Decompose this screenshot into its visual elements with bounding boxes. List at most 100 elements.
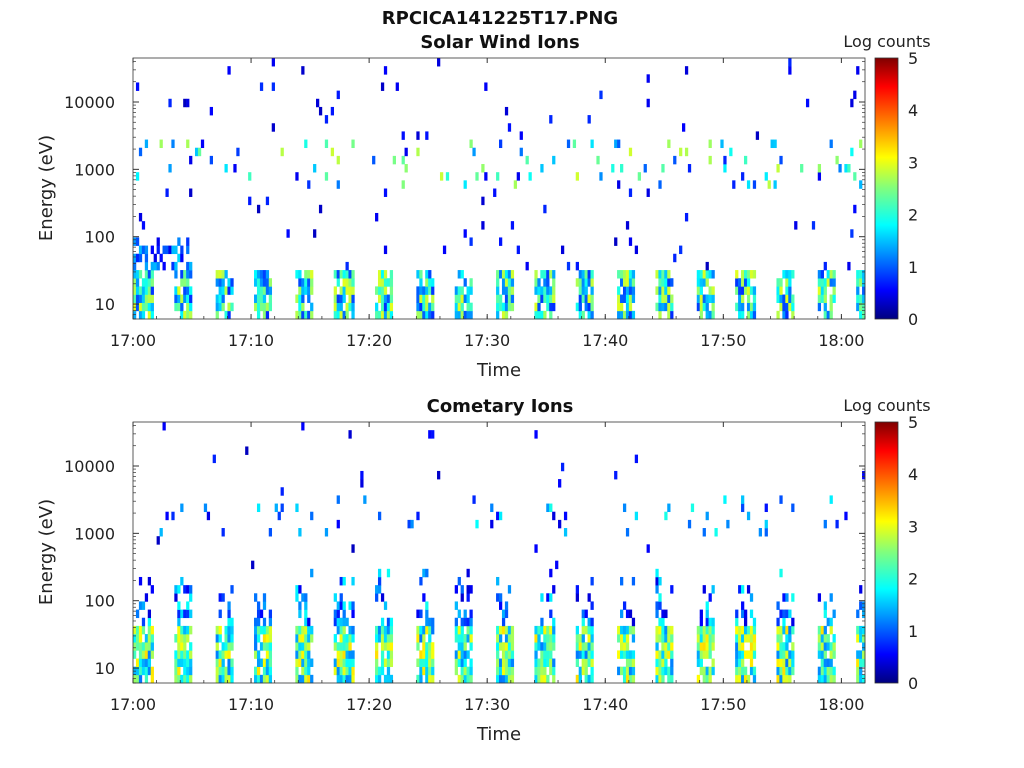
heatmap-cell xyxy=(552,666,556,676)
heatmap-cell xyxy=(670,278,674,287)
heatmap-cell xyxy=(463,634,467,643)
heatmap-cell xyxy=(469,625,473,635)
heatmap-cell xyxy=(537,674,541,684)
heatmap-cell xyxy=(138,212,143,222)
heatmap-cell xyxy=(735,609,739,619)
heatmap-cell xyxy=(348,666,352,676)
heatmap-cell xyxy=(135,253,140,263)
heatmap-cell xyxy=(372,155,376,165)
heatmap-cell xyxy=(711,302,715,312)
heatmap-cell xyxy=(138,658,143,667)
heatmap-cell xyxy=(829,642,833,651)
heatmap-cell xyxy=(348,601,352,610)
heatmap-cell xyxy=(743,634,748,643)
heatmap-cell xyxy=(507,123,512,132)
heatmap-cell xyxy=(333,286,337,295)
heatmap-cell xyxy=(631,634,636,643)
heatmap-cell xyxy=(835,519,839,529)
heatmap-cell xyxy=(829,270,833,279)
heatmap-cell xyxy=(540,310,544,320)
heatmap-cell xyxy=(141,221,146,230)
heatmap-cell xyxy=(422,286,426,295)
heatmap-cell xyxy=(552,270,556,279)
heatmap-cell xyxy=(342,625,346,635)
heatmap-cell xyxy=(625,625,630,635)
heatmap-cell xyxy=(383,188,388,197)
heatmap-cell xyxy=(203,503,208,513)
heatmap-cell xyxy=(422,310,426,320)
heatmap-cell xyxy=(135,609,140,619)
heatmap-cell xyxy=(584,609,588,619)
heatmap-cell xyxy=(800,164,804,173)
heatmap-cell xyxy=(658,310,662,320)
heatmap-cell xyxy=(856,286,860,295)
heatmap-cell xyxy=(590,634,594,643)
heatmap-cell xyxy=(587,593,591,602)
heatmap-cell xyxy=(528,172,532,181)
heatmap-cell xyxy=(664,302,668,312)
heatmap-cell xyxy=(348,642,352,651)
heatmap-cell xyxy=(375,302,379,312)
x-tick-label: 17:10 xyxy=(228,695,274,714)
heatmap-cell xyxy=(484,172,488,181)
heatmap-cell xyxy=(764,528,768,537)
heatmap-cell xyxy=(785,302,789,312)
heatmap-cell xyxy=(339,294,343,303)
heatmap-cell xyxy=(788,286,792,295)
heatmap-cell xyxy=(419,576,423,586)
heatmap-cell xyxy=(705,261,709,271)
heatmap-cell xyxy=(628,278,633,287)
heatmap-cell xyxy=(425,286,429,295)
heatmap-cell xyxy=(823,302,827,312)
heatmap-cell xyxy=(150,278,154,287)
heatmap-cell xyxy=(658,666,662,676)
heatmap-cell xyxy=(380,625,385,635)
heatmap-cell xyxy=(543,658,547,667)
heatmap-cell xyxy=(150,310,154,320)
y-axis-label: Energy (eV) xyxy=(36,499,57,605)
heatmap-cell xyxy=(705,278,709,287)
heatmap-cell xyxy=(221,286,225,295)
heatmap-cell xyxy=(546,593,550,602)
heatmap-cell xyxy=(581,310,585,320)
heatmap-cell xyxy=(301,625,305,635)
heatmap-cell xyxy=(224,642,228,651)
heatmap-cell xyxy=(135,666,140,676)
heatmap-cell xyxy=(422,658,426,667)
heatmap-cell xyxy=(658,294,662,303)
heatmap-cell xyxy=(227,66,231,75)
heatmap-cell xyxy=(667,666,671,676)
heatmap-cell xyxy=(708,139,712,149)
heatmap-cell xyxy=(174,585,178,594)
heatmap-cell xyxy=(345,310,349,320)
heatmap-cell xyxy=(351,139,355,149)
heatmap-cell xyxy=(817,674,822,684)
heatmap-cell xyxy=(342,617,346,627)
heatmap-cell xyxy=(209,106,213,116)
heatmap-cell xyxy=(342,634,346,643)
heatmap-cell xyxy=(501,310,506,320)
heatmap-cell xyxy=(133,286,137,295)
heatmap-cell xyxy=(227,650,231,659)
heatmap-cell xyxy=(614,139,618,149)
heatmap-cell xyxy=(788,634,792,643)
heatmap-cell xyxy=(339,617,343,627)
x-tick-label: 17:30 xyxy=(464,695,510,714)
heatmap-cell xyxy=(189,666,193,676)
heatmap-cell xyxy=(189,188,193,197)
heatmap-cell xyxy=(138,253,143,263)
heatmap-cell xyxy=(493,188,497,197)
heatmap-cell xyxy=(546,270,550,279)
heatmap-cell xyxy=(336,302,340,312)
heatmap-cell xyxy=(383,642,388,651)
heatmap-cell xyxy=(171,139,175,149)
heatmap-cell xyxy=(741,310,745,320)
colorbar-tick-label: 2 xyxy=(908,570,918,589)
heatmap-cell xyxy=(537,278,541,287)
heatmap-cell xyxy=(664,658,668,667)
heatmap-cell xyxy=(209,155,213,165)
heatmap-cell xyxy=(752,294,757,303)
figure-title: RPCICA141225T17.PNG xyxy=(382,8,618,29)
heatmap-cell xyxy=(534,278,538,287)
heatmap-cell xyxy=(227,286,231,295)
